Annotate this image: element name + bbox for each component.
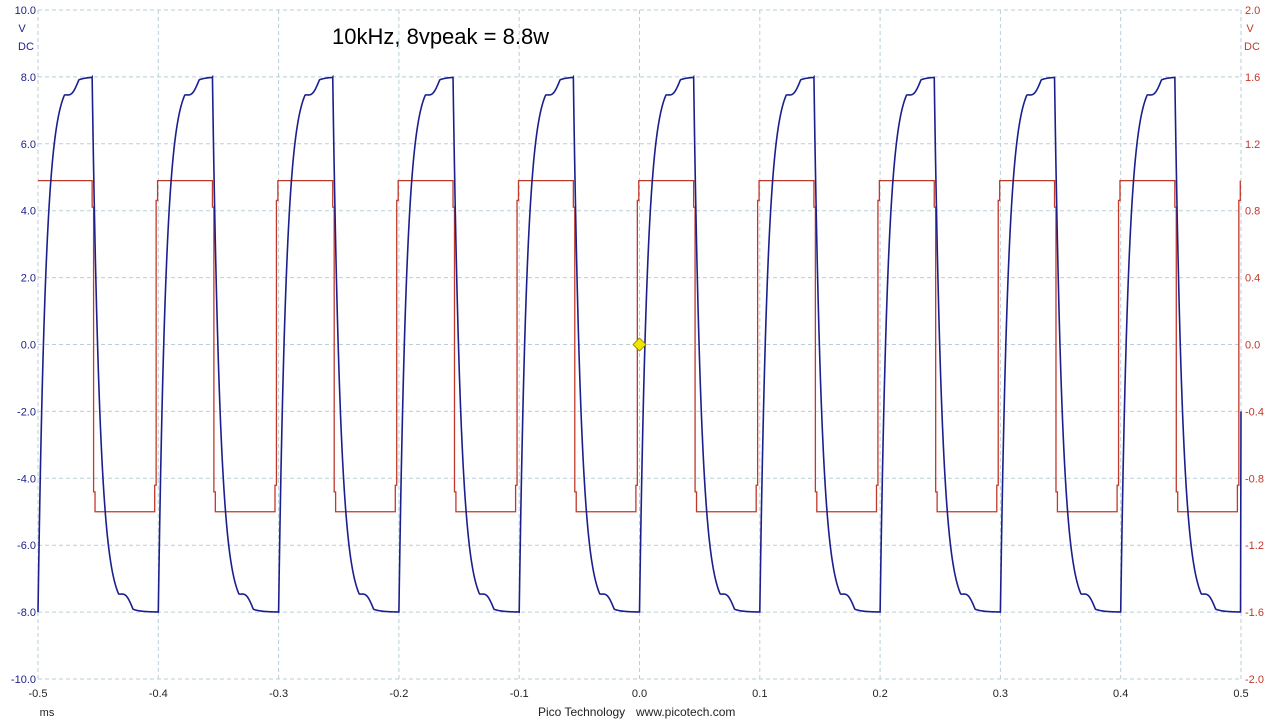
left-y-tick-label: 8.0 [21, 72, 36, 84]
right-y-tick-label: 2.0 [1245, 5, 1260, 17]
x-tick-label: 0.4 [1113, 688, 1128, 700]
left-y-tick-label: -4.0 [17, 473, 36, 485]
left-axis-unit: V [18, 23, 26, 35]
x-tick-label: -0.5 [29, 688, 48, 700]
x-tick-label: -0.4 [149, 688, 168, 700]
grid-layer [37, 9, 1242, 680]
left-y-axis-ticks: 10.0 8.0 6.0 4.0 2.0 0.0 -2.0 -4.0 -6.0 -8.0 -10.0 [11, 5, 36, 686]
left-y-tick-label: 2.0 [21, 273, 36, 285]
series-channel-b-line [38, 179, 1241, 513]
left-y-tick-label: -8.0 [17, 607, 36, 619]
x-tick-label: 0.0 [632, 688, 647, 700]
right-y-tick-label: -1.2 [1245, 540, 1264, 552]
footer-url: www.picotech.com [635, 705, 735, 719]
x-tick-label: 0.3 [993, 688, 1008, 700]
footer-brand: Pico Technology [538, 705, 625, 719]
right-y-axis-ticks: 2.0 1.6 1.2 0.8 0.4 0.0 -0.4 -0.8 -1.2 -1.6 -2.0 [1245, 5, 1264, 686]
left-y-tick-label: 4.0 [21, 206, 36, 218]
left-y-tick-label: 0.0 [21, 340, 36, 352]
x-tick-label: 0.2 [872, 688, 887, 700]
x-tick-label: 0.5 [1233, 688, 1248, 700]
x-tick-label: -0.2 [389, 688, 408, 700]
chart-title: 10kHz, 8vpeak = 8.8w [332, 24, 549, 49]
left-y-tick-label: -10.0 [11, 674, 36, 686]
right-y-tick-label: -0.8 [1245, 473, 1264, 485]
left-y-tick-label: -6.0 [17, 540, 36, 552]
x-tick-label: -0.3 [269, 688, 288, 700]
right-y-tick-label: 0.0 [1245, 340, 1260, 352]
right-y-tick-label: 1.6 [1245, 72, 1260, 84]
x-tick-label: -0.1 [510, 688, 529, 700]
x-tick-label: 0.1 [752, 688, 767, 700]
series-channel-a-line [37, 74, 1242, 614]
right-y-tick-label: 0.4 [1245, 273, 1260, 285]
left-y-tick-label: -2.0 [17, 406, 36, 418]
right-y-tick-label: 1.2 [1245, 139, 1260, 151]
left-y-tick-label: 6.0 [21, 139, 36, 151]
right-y-tick-label: -1.6 [1245, 607, 1264, 619]
x-axis-ticks: -0.5 -0.4 -0.3 -0.2 -0.1 0.0 0.1 0.2 0.3 0.4 0.5 [29, 688, 1249, 700]
right-y-tick-label: 0.8 [1245, 206, 1260, 218]
right-axis-coupling: DC [1244, 41, 1260, 53]
right-y-tick-label: -0.4 [1245, 406, 1264, 418]
right-y-tick-label: -2.0 [1245, 674, 1264, 686]
trigger-marker[interactable] [632, 337, 647, 352]
left-axis-coupling: DC [18, 41, 34, 53]
x-axis-unit: ms [40, 707, 55, 719]
right-axis-unit: V [1246, 23, 1254, 35]
left-y-tick-label: 10.0 [15, 5, 36, 17]
